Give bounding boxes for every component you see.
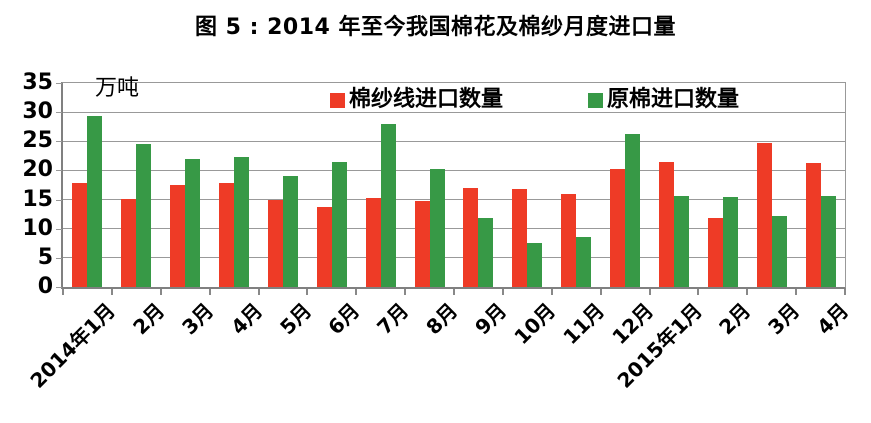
x-axis-tick <box>159 289 162 295</box>
bar-series0-5月 <box>267 199 283 287</box>
bar-series0-3月 <box>170 185 186 287</box>
bar-series0-7月 <box>365 197 381 287</box>
bar-series0-2月 <box>707 217 723 287</box>
bar-series0-10月 <box>512 188 528 287</box>
y-axis-tick <box>56 287 62 288</box>
bar-series1-2014年1月 <box>87 115 103 287</box>
y-axis-tick-label: 0 <box>37 274 53 299</box>
bar-series0-2月 <box>121 199 137 287</box>
x-axis-tick <box>257 289 260 295</box>
x-axis-tick-label: 4月 <box>812 298 854 340</box>
x-axis-tick <box>355 289 358 295</box>
bar-series1-2月 <box>136 144 152 287</box>
bar-series0-2015年1月 <box>658 161 674 287</box>
legend-label: 原棉进口数量 <box>607 87 740 112</box>
x-axis-tick <box>62 289 64 295</box>
x-axis-tick-label: 2月 <box>128 298 170 340</box>
x-axis-tick <box>208 289 211 295</box>
bar-series1-3月 <box>185 158 201 287</box>
y-axis-tick <box>56 199 62 201</box>
x-axis-tick-label: 2014年1月 <box>25 298 121 393</box>
x-axis-tick-label: 3月 <box>763 298 805 340</box>
x-axis-tick-label: 8月 <box>421 298 463 340</box>
y-axis-tick-label: 15 <box>22 186 53 212</box>
legend-item-1: 原棉进口数量 <box>588 87 740 112</box>
bar-series1-11月 <box>576 237 592 287</box>
bar-series1-4月 <box>820 195 836 287</box>
plot-area: 万吨 棉纱线进口数量 原棉进口数量 <box>61 76 846 289</box>
bar-series1-10月 <box>527 242 543 287</box>
legend: 棉纱线进口数量 原棉进口数量 <box>330 87 740 112</box>
x-axis-tick <box>550 289 553 295</box>
bar-series1-9月 <box>478 218 494 287</box>
bar-series1-6月 <box>331 161 347 287</box>
bar-series0-12月 <box>610 168 626 287</box>
y-axis-tick-label: 25 <box>22 128 53 154</box>
y-axis-tick-label: 30 <box>22 99 53 125</box>
x-axis-tick <box>795 289 798 295</box>
bar-series1-3月 <box>771 215 787 287</box>
legend-swatch-icon <box>588 92 604 108</box>
x-axis-tick-label: 7月 <box>372 298 414 340</box>
x-axis-tick <box>697 289 700 295</box>
bar-series1-12月 <box>625 133 641 287</box>
x-axis-tick-label: 4月 <box>225 298 267 340</box>
gridline <box>63 228 845 230</box>
x-axis-tick <box>648 289 651 295</box>
bar-series0-4月 <box>805 163 821 287</box>
x-axis-tick <box>844 289 846 295</box>
bar-series1-2月 <box>722 196 738 287</box>
x-axis-tick <box>453 289 455 295</box>
x-axis-tick <box>746 289 749 295</box>
chart-title: 图 5 : 2014 年至今我国棉花及棉纱月度进口量 <box>195 15 676 40</box>
x-axis-tick-label: 10月 <box>509 298 561 350</box>
y-axis-tick <box>56 112 62 114</box>
x-axis-tick-label: 2月 <box>714 298 756 340</box>
x-axis-tick <box>110 289 113 295</box>
bar-series0-3月 <box>756 143 772 287</box>
y-axis-tick-label: 10 <box>22 215 53 241</box>
y-axis-unit-label: 万吨 <box>95 76 140 101</box>
x-axis-tick <box>599 289 602 295</box>
y-axis-tick <box>56 170 62 172</box>
bar-series1-2015年1月 <box>673 196 689 287</box>
x-axis-tick-label: 5月 <box>274 298 316 340</box>
legend-swatch-icon <box>330 92 345 108</box>
x-axis-tick-label: 11月 <box>558 298 610 350</box>
y-axis-tick-label: 35 <box>22 70 53 95</box>
y-axis-tick <box>56 141 62 143</box>
bar-series1-4月 <box>234 157 250 287</box>
gridline <box>63 140 845 142</box>
gridline <box>63 257 845 259</box>
bar-series1-7月 <box>380 123 396 287</box>
y-axis-tick <box>56 228 62 230</box>
bar-series0-11月 <box>561 194 577 287</box>
x-axis-tick-label: 3月 <box>177 298 219 340</box>
x-axis-tick <box>404 289 407 295</box>
gridline <box>63 169 845 171</box>
bar-series0-4月 <box>219 183 235 287</box>
bar-series1-5月 <box>282 176 298 287</box>
x-axis-tick-label: 9月 <box>470 298 512 340</box>
x-axis-tick <box>501 289 504 295</box>
y-axis-tick <box>56 83 62 84</box>
x-axis-tick <box>306 289 309 295</box>
legend-item-0: 棉纱线进口数量 <box>330 87 504 112</box>
y-axis-tick <box>56 257 62 259</box>
bar-series0-9月 <box>463 187 479 287</box>
y-axis-tick-label: 20 <box>22 157 53 183</box>
bar-series0-6月 <box>316 207 332 287</box>
bar-series0-2014年1月 <box>72 182 88 287</box>
gridline <box>63 111 845 113</box>
bar-series0-8月 <box>414 201 430 287</box>
y-axis-tick-label: 5 <box>37 244 53 270</box>
x-axis-tick-label: 6月 <box>323 298 365 340</box>
gridline <box>63 199 845 201</box>
legend-label: 棉纱线进口数量 <box>349 87 504 112</box>
bar-series1-8月 <box>429 168 445 287</box>
